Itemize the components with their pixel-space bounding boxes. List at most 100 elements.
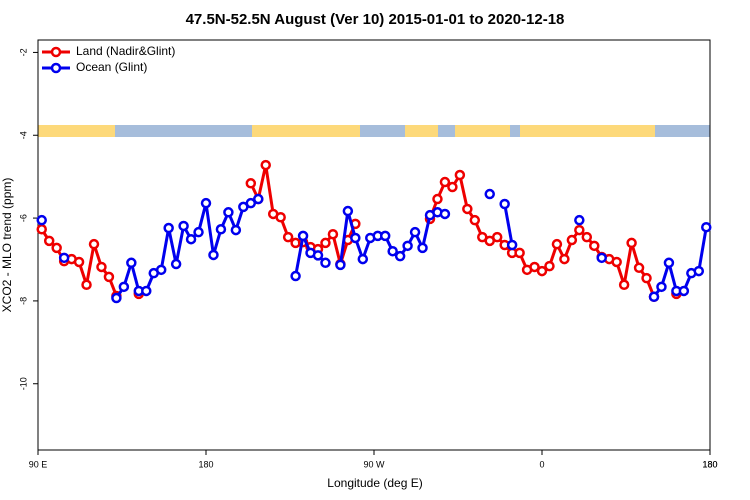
series-line	[428, 171, 656, 298]
data-point	[678, 285, 690, 297]
data-point	[282, 231, 294, 243]
data-point	[163, 222, 174, 234]
data-point	[245, 178, 257, 189]
data-point	[103, 271, 115, 283]
data-point	[260, 159, 271, 171]
x-tick-label: 180	[198, 459, 213, 469]
data-point	[290, 270, 301, 282]
data-point	[544, 260, 555, 272]
data-point	[215, 224, 227, 235]
data-point	[417, 242, 428, 254]
data-point	[51, 242, 62, 254]
data-point	[36, 224, 47, 235]
legend-marker	[50, 46, 62, 58]
data-point	[626, 237, 637, 249]
x-tick-label: 90 E	[29, 459, 48, 469]
data-point	[574, 224, 585, 236]
land-band	[252, 125, 360, 137]
data-point	[499, 198, 510, 210]
data-point	[208, 249, 219, 261]
data-point	[514, 247, 525, 259]
data-point	[312, 250, 324, 261]
series-line	[249, 164, 357, 270]
data-point	[551, 238, 563, 250]
data-point	[178, 220, 189, 232]
y-tick-label: -8	[18, 297, 28, 305]
chart-title: 47.5N-52.5N August (Ver 10) 2015-01-01 t…	[186, 11, 565, 28]
data-point	[200, 197, 212, 209]
data-point	[111, 292, 122, 304]
data-point	[357, 253, 369, 265]
data-point	[379, 230, 391, 242]
data-point	[693, 265, 705, 277]
data-point	[581, 231, 593, 243]
data-point	[141, 285, 152, 297]
data-point	[320, 257, 331, 269]
data-point	[88, 238, 100, 250]
data-point	[118, 281, 130, 293]
series-line	[503, 203, 514, 246]
data-point	[447, 181, 458, 193]
y-tick-label: -10	[18, 377, 28, 390]
data-point	[58, 252, 70, 264]
data-point	[230, 224, 242, 236]
data-point	[387, 245, 398, 257]
data-point	[454, 169, 466, 181]
y-tick-label: -2	[18, 48, 28, 56]
data-point	[559, 253, 570, 265]
land-band	[38, 125, 115, 137]
legend: Land (Nadir&Glint) Ocean (Glint)	[42, 44, 175, 74]
data-point	[469, 214, 481, 226]
legend-label: Ocean (Glint)	[76, 60, 147, 74]
y-tick-label: -6	[18, 214, 28, 222]
data-point	[155, 264, 167, 276]
data-point	[223, 207, 234, 218]
x-tick-label: 180	[702, 459, 717, 469]
data-point	[491, 231, 503, 243]
data-point	[536, 265, 548, 277]
data-point	[439, 176, 451, 188]
data-point	[275, 212, 286, 223]
data-point	[618, 279, 630, 291]
y-tick-label: -4	[18, 131, 28, 139]
data-point	[126, 257, 137, 269]
data-point	[327, 228, 339, 240]
data-point	[253, 193, 264, 205]
data-point	[297, 230, 309, 242]
data-point	[701, 221, 712, 233]
data-point	[73, 256, 85, 268]
data-point	[43, 235, 55, 247]
land-band	[520, 125, 655, 137]
land-band	[455, 125, 510, 137]
data-point	[170, 258, 182, 270]
legend-label: Land (Nadir&Glint)	[76, 44, 175, 58]
data-point	[566, 234, 578, 246]
data-point	[335, 259, 346, 271]
data-point	[245, 197, 257, 209]
y-axis-label: XCO2 - MLO trend (ppm)	[0, 178, 14, 313]
x-axis-label: Longitude (deg E)	[327, 476, 422, 490]
data-point	[641, 272, 652, 284]
x-tick-label: 180	[702, 459, 717, 469]
data-point	[409, 226, 421, 238]
data-point	[462, 203, 473, 215]
data-point	[394, 250, 406, 262]
data-point	[81, 279, 92, 291]
data-point	[596, 252, 607, 264]
data-point	[402, 240, 413, 252]
data-point	[656, 281, 667, 293]
data-point	[484, 188, 495, 200]
data-point	[439, 208, 451, 220]
data-point	[611, 256, 622, 268]
data-point	[432, 193, 443, 205]
data-point	[342, 205, 354, 217]
data-point	[663, 257, 675, 269]
data-point	[589, 240, 600, 252]
land-band	[405, 125, 438, 137]
data-point	[36, 214, 47, 226]
legend-marker	[50, 62, 62, 74]
data-point	[574, 214, 585, 226]
land-mask	[38, 125, 710, 137]
data-point	[350, 232, 361, 244]
